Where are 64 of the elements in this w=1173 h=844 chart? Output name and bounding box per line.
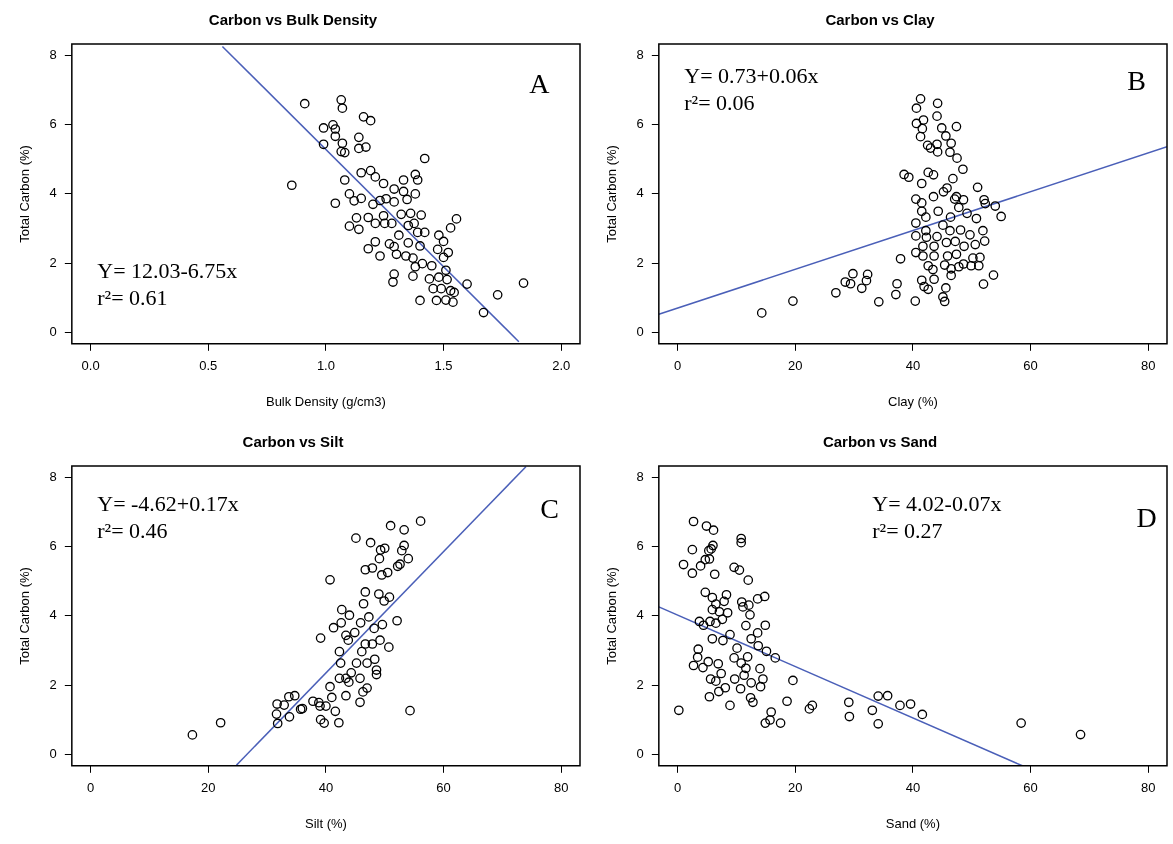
annotation: Y= 0.73+0.06x	[684, 62, 819, 88]
annotation: C	[540, 493, 559, 525]
x-axis-title: Bulk Density (g/cm3)	[265, 393, 386, 409]
y-axis-title: Total Carbon (%)	[604, 567, 620, 665]
x-tick-label: 0	[674, 780, 682, 796]
x-tick-label: 40	[318, 780, 334, 796]
y-tick-label: 8	[636, 468, 644, 484]
y-tick-label: 4	[49, 185, 57, 201]
chart-title: Carbon vs Sand	[822, 433, 938, 451]
x-axis-title: Silt (%)	[304, 815, 347, 831]
y-tick-label: 4	[49, 607, 57, 623]
y-tick-label: 6	[49, 116, 57, 132]
x-tick-label: 40	[905, 780, 921, 796]
annotation: B	[1127, 65, 1146, 97]
y-tick-label: 6	[636, 538, 644, 554]
annotation: D	[1136, 502, 1157, 534]
x-tick-label: 0.5	[199, 358, 218, 374]
y-tick-label: 2	[636, 676, 644, 692]
x-tick-label: 0	[674, 358, 682, 374]
y-axis-title: Total Carbon (%)	[17, 567, 33, 665]
y-tick-label: 2	[49, 676, 57, 692]
x-tick-label: 1.5	[434, 358, 453, 374]
annotation: Y= 12.03-6.75x	[97, 257, 238, 283]
annotation: r²= 0.61	[97, 284, 168, 310]
x-tick-label: 0	[87, 780, 95, 796]
y-tick-label: 6	[636, 116, 644, 132]
x-tick-label: 60	[436, 780, 451, 796]
x-axis-title: Sand (%)	[885, 815, 941, 831]
y-axis-title: Total Carbon (%)	[17, 145, 33, 243]
x-tick-label: 20	[788, 358, 803, 374]
y-tick-label: 8	[49, 46, 57, 62]
annotation: Y= 4.02-0.07x	[872, 490, 1002, 516]
y-tick-label: 0	[636, 324, 644, 340]
y-tick-label: 4	[636, 607, 644, 623]
x-tick-label: 80	[1140, 780, 1156, 796]
x-tick-label: 40	[905, 358, 921, 374]
chart-title: Carbon vs Silt	[242, 433, 344, 451]
x-tick-label: 1.0	[316, 358, 335, 374]
x-tick-label: 0.0	[81, 358, 100, 374]
x-tick-label: 60	[1023, 358, 1038, 374]
y-tick-label: 0	[49, 746, 57, 762]
chart-title: Carbon vs Bulk Density	[208, 11, 378, 29]
x-axis-title: Clay (%)	[887, 393, 938, 409]
x-tick-label: 80	[553, 780, 569, 796]
y-tick-label: 6	[49, 538, 57, 554]
y-tick-label: 8	[49, 468, 57, 484]
annotation: A	[529, 68, 551, 100]
x-tick-label: 80	[1140, 358, 1156, 374]
y-axis-title: Total Carbon (%)	[604, 145, 620, 243]
annotation: Y= -4.62+0.17x	[97, 490, 239, 516]
x-tick-label: 2.0	[552, 358, 571, 374]
annotation: r²= 0.06	[684, 89, 755, 115]
annotation: r²= 0.27	[872, 517, 943, 543]
y-tick-label: 0	[636, 746, 644, 762]
y-tick-label: 0	[49, 324, 57, 340]
x-tick-label: 20	[201, 780, 216, 796]
annotation: r²= 0.46	[97, 517, 168, 543]
y-tick-label: 4	[636, 185, 644, 201]
chart-title: Carbon vs Clay	[825, 11, 936, 29]
y-tick-label: 2	[636, 254, 644, 270]
y-tick-label: 8	[636, 46, 644, 62]
x-tick-label: 20	[788, 780, 803, 796]
x-tick-label: 60	[1023, 780, 1038, 796]
y-tick-label: 2	[49, 254, 57, 270]
